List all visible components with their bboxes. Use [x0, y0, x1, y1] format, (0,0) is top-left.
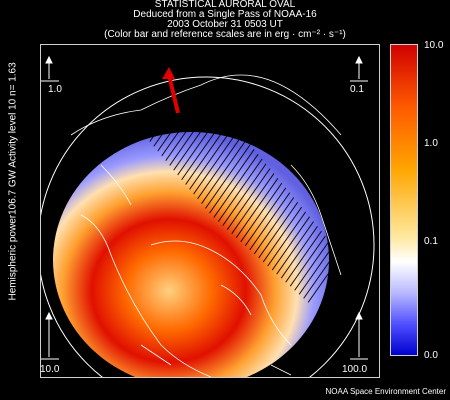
hemispheric-power-label: Hemispheric power106.7 GW Activity level… [7, 62, 19, 301]
energy-flux-color-bar [390, 44, 418, 356]
color-bar-label-upper-mid: 1.0 [424, 138, 438, 149]
sun-direction-arrow [162, 67, 180, 114]
credit-label: NOAA Space Environment Center [325, 387, 446, 396]
color-bar-label-lower-mid: 0.1 [424, 236, 438, 247]
title-line-4: (Color bar and reference scales are in e… [104, 29, 346, 40]
ref-scale-top-right: 0.1 [350, 84, 364, 95]
ref-scale-bottom-right: 100.0 [342, 364, 368, 375]
auroral-map-frame [40, 44, 380, 378]
ref-arrow-bottom-right [350, 311, 368, 360]
color-bar-label-bottom: 0.0 [424, 350, 438, 361]
color-bar-label-top: 10.0 [424, 40, 444, 51]
auroral-oval-map [41, 55, 375, 377]
ref-scale-top-left: 1.0 [48, 84, 62, 95]
coastlines [70, 74, 342, 377]
satellite-pass-band [136, 115, 341, 305]
ref-arrow-top-right [350, 55, 368, 82]
ref-arrow-top-left [41, 55, 59, 82]
ref-scale-bottom-left: 10.0 [40, 364, 60, 375]
title-line-3: 2003 October 31 0503 UT [167, 19, 283, 30]
globe-outline [41, 76, 375, 377]
ref-arrow-bottom-left [41, 311, 59, 360]
title-line-2: Deduced from a Single Pass of NOAA-16 [133, 9, 317, 20]
title-line-1: STATISTICAL AURORAL OVAL [154, 0, 296, 10]
